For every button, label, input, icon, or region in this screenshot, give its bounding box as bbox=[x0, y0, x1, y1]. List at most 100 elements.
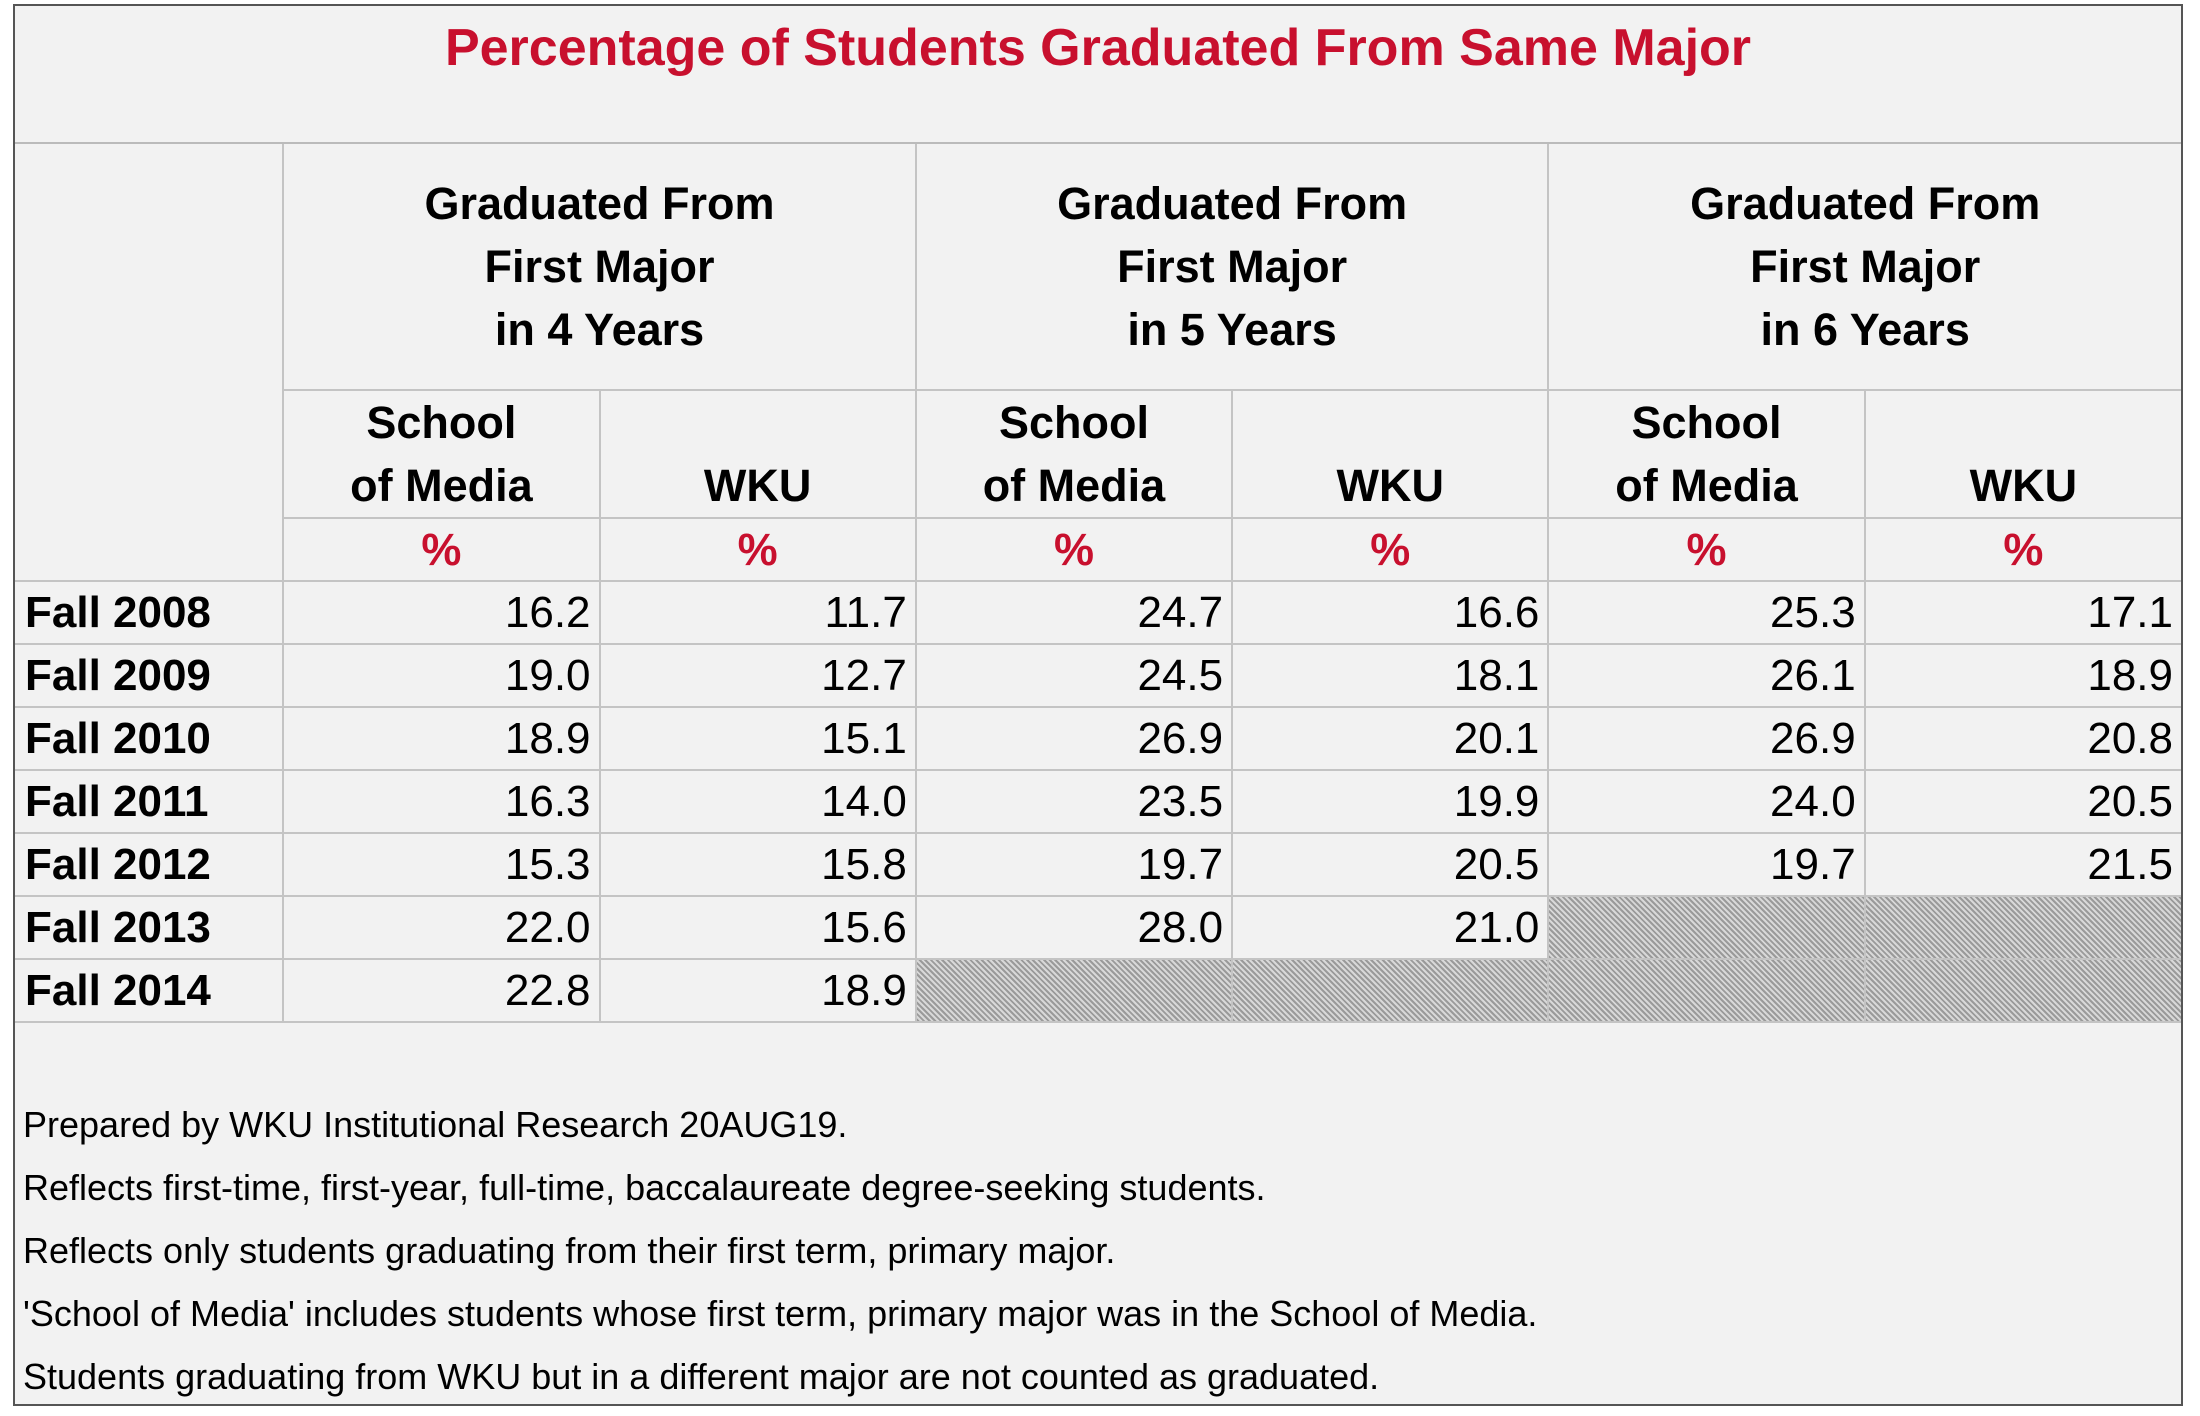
column-header: School of Media bbox=[283, 389, 601, 519]
group-header: Graduated From First Major in 6 Years bbox=[1547, 144, 2181, 391]
value-cell: 21.0 bbox=[1231, 895, 1550, 960]
no-data-cell bbox=[1547, 958, 1866, 1023]
header-line: of Media bbox=[350, 460, 533, 511]
data-row: Fall 2012 15.3 15.8 19.7 20.5 19.7 21.5 bbox=[15, 832, 2181, 897]
value-cell: 14.0 bbox=[598, 769, 917, 834]
value-cell: 18.9 bbox=[1863, 643, 2181, 708]
header-line: First Major bbox=[484, 241, 715, 292]
value-cell: 16.3 bbox=[282, 769, 601, 834]
value-cell: 20.5 bbox=[1863, 769, 2181, 834]
unit: % bbox=[598, 517, 917, 582]
column-header: WKU bbox=[598, 389, 917, 519]
header-line: of Media bbox=[1615, 460, 1798, 511]
column-header: School of Media bbox=[1547, 389, 1866, 519]
header-line: in 5 Years bbox=[1127, 304, 1337, 355]
value-cell: 22.0 bbox=[282, 895, 601, 960]
row-label: Fall 2009 bbox=[15, 643, 285, 708]
header-line: School bbox=[998, 397, 1149, 448]
value-cell: 24.0 bbox=[1547, 769, 1866, 834]
unit: % bbox=[1863, 517, 2181, 582]
value-cell: 23.5 bbox=[914, 769, 1234, 834]
value-cell: 18.1 bbox=[1231, 643, 1550, 708]
value-cell: 11.7 bbox=[598, 580, 917, 645]
header-line: in 4 Years bbox=[494, 304, 705, 355]
group-header: Graduated From First Major in 5 Years bbox=[914, 144, 1550, 391]
value-cell: 15.3 bbox=[282, 832, 601, 897]
data-row: Fall 2011 16.3 14.0 23.5 19.9 24.0 20.5 bbox=[15, 769, 2181, 834]
value-cell: 26.9 bbox=[1547, 706, 1866, 771]
row-label: Fall 2010 bbox=[15, 706, 285, 771]
row-label: Fall 2013 bbox=[15, 895, 285, 960]
value-cell: 20.5 bbox=[1231, 832, 1550, 897]
unit: % bbox=[283, 517, 601, 582]
header-line: in 6 Years bbox=[1760, 304, 1970, 355]
value-cell: 19.9 bbox=[1231, 769, 1550, 834]
no-data-cell bbox=[1547, 895, 1866, 960]
no-data-cell bbox=[914, 958, 1234, 1023]
note: Reflects only students graduating from t… bbox=[23, 1230, 1116, 1271]
value-cell: 18.9 bbox=[598, 958, 917, 1023]
header-line: Graduated From bbox=[424, 178, 775, 229]
value-cell: 20.1 bbox=[1231, 706, 1550, 771]
column-header: School of Media bbox=[914, 389, 1234, 519]
data-row: Fall 2010 18.9 15.1 26.9 20.1 26.9 20.8 bbox=[15, 706, 2181, 771]
value-cell: 19.0 bbox=[282, 643, 601, 708]
note: Students graduating from WKU but in a di… bbox=[23, 1356, 1380, 1397]
value-cell: 12.7 bbox=[598, 643, 917, 708]
group-header-row: Graduated From First Major in 4 Years Gradu… bbox=[15, 144, 2181, 581]
value-cell: 17.1 bbox=[1863, 580, 2181, 645]
header-line: First Major bbox=[1117, 241, 1348, 292]
header-line: WKU bbox=[703, 460, 812, 511]
header-line: Graduated From bbox=[1690, 178, 2041, 229]
row-label: Fall 2008 bbox=[15, 580, 285, 645]
value-cell: 15.6 bbox=[598, 895, 917, 960]
corner bbox=[15, 144, 285, 581]
column-header-row: School of Media WKU School of Media WKU School… bbox=[15, 389, 2181, 519]
row-label: Fall 2011 bbox=[15, 769, 285, 834]
header-line: School bbox=[1631, 397, 1782, 448]
data-row: Fall 2008 16.2 11.7 24.7 16.6 25.3 17.1 bbox=[15, 580, 2181, 645]
unit: % bbox=[1231, 517, 1550, 582]
no-data-cell bbox=[1863, 958, 2181, 1023]
row-label: Fall 2014 bbox=[15, 958, 285, 1023]
header-line: Graduated From bbox=[1057, 178, 1408, 229]
unit: % bbox=[914, 517, 1234, 582]
data-row: Fall 2014 22.8 18.9 bbox=[15, 958, 2181, 1023]
no-data-cell bbox=[1231, 958, 1550, 1023]
value-cell: 19.7 bbox=[1547, 832, 1866, 897]
row-label: Fall 2012 bbox=[15, 832, 285, 897]
data-row: Fall 2013 22.0 15.6 28.0 21.0 bbox=[15, 895, 2181, 960]
header-line: WKU bbox=[1969, 460, 2078, 511]
column-header: WKU bbox=[1231, 389, 1550, 519]
value-cell: 24.7 bbox=[914, 580, 1234, 645]
value-cell: 22.8 bbox=[282, 958, 601, 1023]
value-cell: 24.5 bbox=[914, 643, 1234, 708]
value-cell: 25.3 bbox=[1547, 580, 1866, 645]
report: Percentage of Students Graduated From Sa… bbox=[13, 4, 2183, 1406]
value-cell: 26.9 bbox=[914, 706, 1234, 771]
value-cell: 21.5 bbox=[1863, 832, 2181, 897]
notes: Prepared by WKU Institutional Research 2… bbox=[15, 1093, 2181, 1408]
value-cell: 15.8 bbox=[598, 832, 917, 897]
value-cell: 18.9 bbox=[282, 706, 601, 771]
data-table: Graduated From First Major in 4 Years Gradu… bbox=[15, 144, 2181, 1023]
value-cell: 20.8 bbox=[1863, 706, 2181, 771]
no-data-cell bbox=[1863, 895, 2181, 960]
data-row: Fall 2009 19.0 12.7 24.5 18.1 26.1 18.9 bbox=[15, 643, 2181, 708]
unit: % bbox=[1547, 517, 1866, 582]
value-cell: 26.1 bbox=[1547, 643, 1866, 708]
group-header: Graduated From First Major in 4 Years bbox=[282, 144, 917, 391]
header-line: School bbox=[366, 397, 517, 448]
value-cell: 19.7 bbox=[914, 832, 1234, 897]
value-cell: 15.1 bbox=[598, 706, 917, 771]
title: Percentage of Students Graduated From Sa… bbox=[15, 6, 2181, 144]
note: 'School of Media' includes students whos… bbox=[23, 1293, 1538, 1334]
value-cell: 16.6 bbox=[1231, 580, 1550, 645]
header-line: WKU bbox=[1336, 460, 1444, 511]
note: Reflects first-time, first-year, full-ti… bbox=[23, 1167, 1266, 1208]
value-cell: 16.2 bbox=[282, 580, 601, 645]
header-line: First Major bbox=[1750, 241, 1981, 292]
unit-row: %%%%%% bbox=[15, 517, 2181, 582]
value-cell: 28.0 bbox=[914, 895, 1234, 960]
